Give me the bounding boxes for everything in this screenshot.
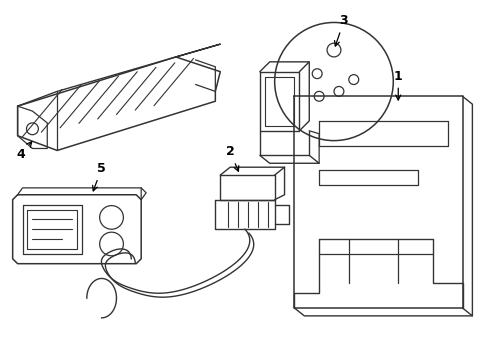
Text: 4: 4 <box>16 142 32 161</box>
Text: 3: 3 <box>335 14 348 46</box>
Text: 5: 5 <box>93 162 106 191</box>
Text: 2: 2 <box>226 145 239 171</box>
Text: 1: 1 <box>394 69 403 100</box>
